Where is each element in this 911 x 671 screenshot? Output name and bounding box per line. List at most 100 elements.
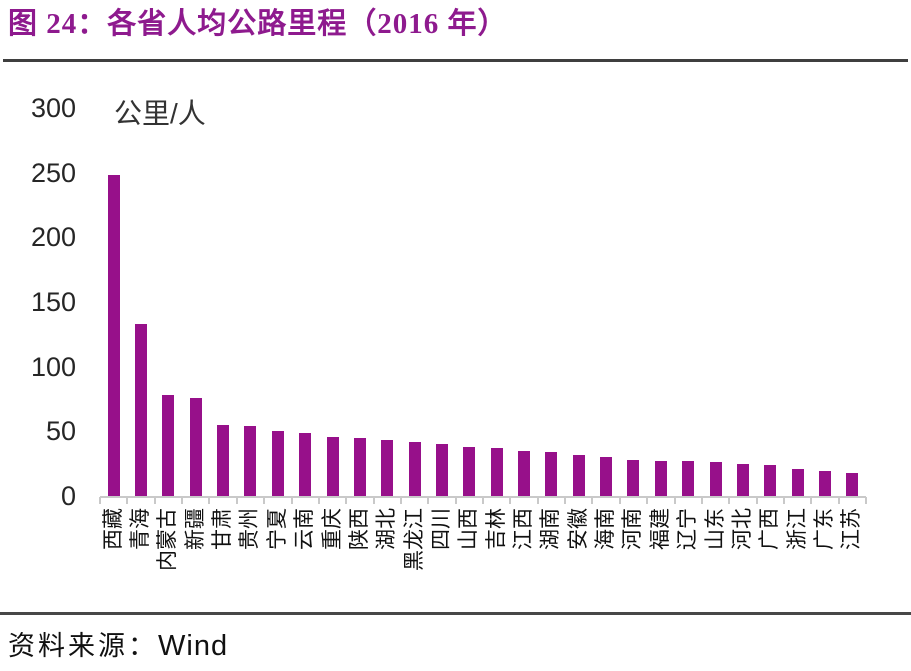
- figure-title: 图 24：各省人均公路里程（2016 年）: [8, 8, 508, 40]
- x-axis-label: 湖北: [375, 508, 399, 550]
- x-axis-label: 江西: [512, 508, 536, 550]
- x-axis-tick: [509, 497, 512, 504]
- bar: [600, 457, 613, 496]
- x-axis-label: 重庆: [320, 508, 344, 550]
- x-axis-label: 云南: [293, 508, 317, 550]
- bar: [271, 431, 284, 496]
- y-axis-tick-label: 150: [30, 287, 76, 317]
- bar: [135, 323, 148, 496]
- x-axis-label: 宁夏: [265, 508, 289, 550]
- x-axis-tick: [646, 497, 649, 504]
- bar: [791, 468, 804, 496]
- x-axis-label: 福建: [648, 508, 672, 550]
- bar: [572, 454, 585, 496]
- y-axis-tick-label: 200: [30, 222, 76, 253]
- x-axis-tick: [99, 497, 101, 504]
- x-axis-label: 山西: [457, 508, 481, 550]
- x-axis-label: 吉林: [484, 508, 508, 550]
- x-axis-tick: [865, 497, 867, 504]
- x-axis-label: 安徽: [566, 508, 590, 550]
- x-axis-tick: [728, 497, 731, 504]
- x-axis-label: 海南: [594, 508, 618, 550]
- bar: [381, 440, 394, 496]
- y-axis-tick-label: 0: [60, 481, 76, 511]
- x-axis-label: 河南: [621, 508, 645, 550]
- x-axis-tick: [755, 497, 758, 504]
- bar: [709, 462, 722, 496]
- x-axis-tick: [482, 497, 484, 504]
- x-axis-label: 四川: [429, 508, 453, 550]
- bar: [654, 461, 667, 496]
- x-axis-tick: [345, 497, 348, 504]
- x-axis-tick: [673, 497, 676, 504]
- x-axis-tick: [618, 497, 621, 504]
- x-axis-label: 贵州: [238, 508, 262, 550]
- x-axis-label: 江苏: [840, 508, 864, 550]
- x-axis-label: 山东: [703, 508, 727, 550]
- x-axis-tick: [700, 497, 703, 504]
- bar: [217, 424, 230, 496]
- bar: [408, 441, 421, 496]
- x-axis-tick: [454, 497, 457, 504]
- bar: [326, 436, 339, 496]
- bar: [627, 459, 640, 496]
- x-axis-label: 辽宁: [676, 508, 700, 550]
- x-axis-label: 广东: [812, 508, 836, 550]
- bar-chart: 公里/人 0 50 100 150 200 250 300 西藏 青海 内蒙古 新疆 甘肃 贵州 宁夏 云南…: [30, 93, 867, 571]
- x-axis-label: 黑龙江: [402, 508, 426, 571]
- x-axis-label: 河北: [730, 508, 754, 550]
- bar: [463, 446, 476, 496]
- x-axis-tick: [290, 497, 293, 504]
- x-axis-tick: [317, 497, 320, 504]
- x-axis-tick: [153, 497, 156, 504]
- x-axis-tick: [208, 497, 211, 504]
- y-axis-tick-label: 50: [45, 416, 76, 447]
- y-axis-tick-label: 100: [30, 351, 76, 382]
- y-axis-tick-label: 250: [30, 157, 76, 188]
- y-axis-unit-label: 公里/人: [114, 98, 206, 129]
- bar: [244, 426, 257, 496]
- x-axis-tick: [837, 497, 840, 504]
- x-axis-label: 新疆: [183, 508, 207, 550]
- title-separator: [3, 59, 908, 62]
- x-axis-label: 青海: [129, 508, 153, 550]
- x-axis-tick: [399, 497, 402, 504]
- x-axis-label: 广西: [758, 508, 782, 550]
- x-axis-label: 陕西: [347, 508, 371, 550]
- bar: [545, 452, 558, 496]
- x-axis-label: 内蒙古: [156, 508, 180, 571]
- x-axis-label: 甘肃: [211, 508, 235, 550]
- x-axis-tick: [263, 497, 266, 504]
- y-axis-tick-label: 300: [30, 93, 76, 123]
- x-axis-tick: [427, 497, 430, 504]
- x-axis-tick: [126, 497, 129, 504]
- bar: [764, 464, 777, 496]
- source-line: 资料来源：Wind: [8, 624, 228, 663]
- bar: [490, 448, 503, 496]
- source-separator: [0, 612, 911, 615]
- bar: [107, 175, 120, 496]
- source-label: 资料来源：: [8, 631, 158, 661]
- x-axis-tick: [372, 497, 375, 504]
- x-axis-tick: [536, 497, 539, 504]
- bar: [818, 471, 831, 496]
- bar: [846, 472, 859, 496]
- x-axis-label: 浙江: [785, 508, 809, 550]
- x-axis-tick: [235, 497, 238, 504]
- bar: [518, 450, 531, 496]
- x-axis-tick: [782, 497, 785, 504]
- bar: [736, 463, 749, 496]
- bar: [435, 444, 448, 496]
- x-axis-label: 西藏: [101, 508, 125, 550]
- x-axis-tick: [810, 497, 813, 504]
- x-axis-tick: [591, 497, 594, 504]
- x-axis-label: 湖南: [539, 508, 563, 550]
- x-axis-tick: [181, 497, 184, 504]
- bar: [353, 437, 366, 496]
- x-axis-tick: [564, 497, 567, 504]
- bar: [299, 432, 312, 496]
- bar: [682, 461, 695, 496]
- bar: [162, 395, 175, 496]
- bar: [189, 397, 202, 496]
